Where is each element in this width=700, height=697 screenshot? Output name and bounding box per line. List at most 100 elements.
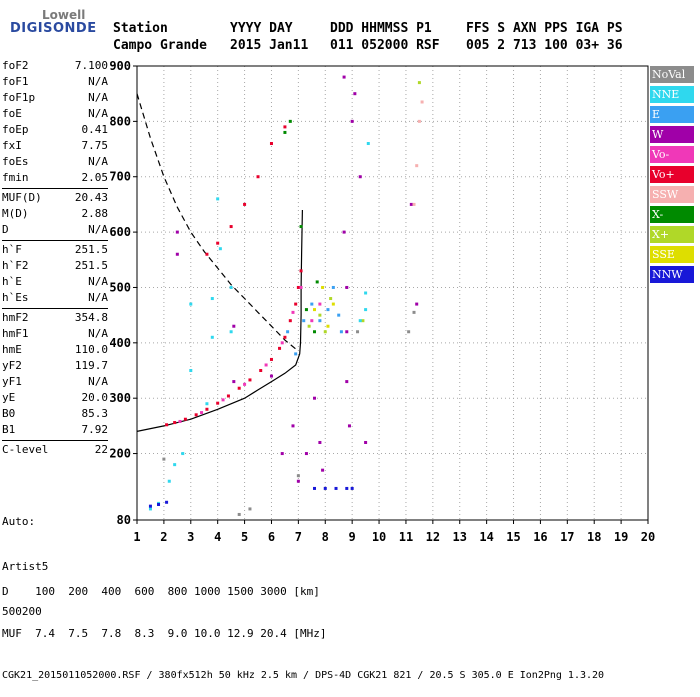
param-value: 0.41 bbox=[81, 123, 109, 136]
x-tick-label: 15 bbox=[506, 530, 520, 544]
echo-point-w bbox=[358, 175, 362, 179]
echo-point-x- bbox=[304, 308, 308, 312]
echo-point-x- bbox=[361, 319, 365, 323]
echo-point-w bbox=[269, 374, 273, 378]
y-tick-label: 80 bbox=[117, 513, 131, 527]
echo-point-sse bbox=[326, 324, 330, 328]
ionogram-plot: 1 2 3 4 5 6 7 8 9 10 11 12 13 14 15 16 17 18 19 20802003004… bbox=[109, 59, 655, 544]
echo-point-e bbox=[339, 330, 343, 334]
echo-point-nnw bbox=[165, 500, 169, 504]
param-key: foEs bbox=[2, 155, 29, 168]
echo-point-x- bbox=[323, 330, 327, 334]
param-value: 20.43 bbox=[74, 191, 108, 204]
param-key: foF1p bbox=[2, 91, 36, 104]
echo-point-vo- bbox=[243, 202, 247, 206]
param-row: yE 20.0 bbox=[2, 390, 108, 406]
header-station-value: Campo Grande bbox=[113, 38, 207, 53]
scaled-parameters-panel: foF2 7.100 foF1 N/A foF1p N/A foE N/A foEp 0.41 fx… bbox=[2, 58, 108, 458]
echo-point-nne bbox=[148, 507, 152, 511]
legend-item-ssw: SSW bbox=[650, 186, 694, 203]
echo-point-nnw bbox=[334, 486, 338, 490]
param-value: N/A bbox=[88, 223, 108, 236]
echo-point-nne bbox=[181, 452, 185, 456]
echo-point-e bbox=[310, 302, 314, 306]
param-value: N/A bbox=[88, 91, 108, 104]
header-time-value: 011 052000 RSF bbox=[330, 38, 440, 53]
param-key: yF2 bbox=[2, 359, 22, 372]
legend-item-nnw: NNW bbox=[650, 266, 694, 283]
legend-item-vo-: Vo- bbox=[650, 146, 694, 163]
echo-point-e bbox=[326, 308, 330, 312]
param-value: N/A bbox=[88, 327, 108, 340]
echo-point-nne bbox=[205, 402, 209, 406]
param-row: hmF1 N/A bbox=[2, 326, 108, 342]
echo-point-w bbox=[291, 424, 295, 428]
x-tick-label: 7 bbox=[295, 530, 302, 544]
x-tick-label: 16 bbox=[533, 530, 547, 544]
param-key: fxI bbox=[2, 139, 22, 152]
x-tick-label: 4 bbox=[214, 530, 221, 544]
echo-point-nne bbox=[173, 463, 177, 467]
echo-point-vo- bbox=[299, 269, 303, 273]
y-tick-label: 500 bbox=[109, 280, 131, 294]
param-value: 119.7 bbox=[74, 359, 108, 372]
muf-row: MUF 7.4 7.5 7.8 8.3 9.0 10.0 12.9 20.4 [… bbox=[2, 627, 327, 640]
param-key: h`F2 bbox=[2, 259, 29, 272]
echo-point-x- bbox=[307, 324, 311, 328]
echo-point-vo- bbox=[194, 413, 198, 417]
param-value: N/A bbox=[88, 75, 108, 88]
echo-point-vo- bbox=[269, 142, 273, 146]
param-key: hmE bbox=[2, 343, 22, 356]
param-row: foEs N/A bbox=[2, 154, 108, 170]
ionogram-dashed-curve bbox=[136, 93, 299, 352]
param-value: 85.3 bbox=[81, 407, 109, 420]
digisonde-logo: Lowell DIGISONDE bbox=[8, 8, 106, 38]
logo-lowell: Lowell bbox=[42, 8, 86, 22]
echo-point-x- bbox=[299, 225, 303, 229]
x-tick-label: 10 bbox=[372, 530, 386, 544]
echo-point-w bbox=[347, 424, 351, 428]
x-tick-label: 9 bbox=[349, 530, 356, 544]
echo-point-vo- bbox=[178, 419, 182, 423]
echo-point-nnw bbox=[323, 486, 327, 490]
echo-point-e bbox=[337, 313, 341, 317]
y-tick-label: 400 bbox=[109, 336, 131, 350]
x-tick-label: 12 bbox=[426, 530, 440, 544]
x-tick-label: 17 bbox=[560, 530, 574, 544]
header-date-label: YYYY DAY bbox=[230, 21, 293, 36]
legend-item-x-: X- bbox=[650, 206, 694, 223]
echo-point-vo- bbox=[200, 411, 204, 415]
echo-point-nnw bbox=[148, 504, 152, 508]
echo-point-nne bbox=[218, 247, 222, 251]
echo-point-nne bbox=[229, 285, 233, 289]
echo-point-nne bbox=[216, 197, 220, 201]
echo-point-w bbox=[342, 230, 346, 234]
echo-point-vo- bbox=[283, 335, 287, 339]
echo-point-w bbox=[345, 380, 349, 384]
param-key: hmF2 bbox=[2, 311, 29, 324]
echo-point-vo- bbox=[310, 319, 314, 323]
echo-point-noval bbox=[162, 457, 166, 461]
echo-point-vo- bbox=[205, 407, 209, 411]
param-separator bbox=[2, 308, 108, 309]
header-params-value: 005 2 713 100 03+ 36 bbox=[466, 38, 623, 53]
y-tick-label: 900 bbox=[109, 59, 131, 73]
param-key: foEp bbox=[2, 123, 29, 136]
param-key: D bbox=[2, 223, 9, 236]
echo-point-vo- bbox=[216, 241, 220, 245]
echo-point-x- bbox=[329, 297, 333, 301]
param-value: N/A bbox=[88, 107, 108, 120]
param-key: hmF1 bbox=[2, 327, 29, 340]
param-row: foF1p N/A bbox=[2, 90, 108, 106]
echo-point-w bbox=[232, 324, 236, 328]
param-row: foE N/A bbox=[2, 106, 108, 122]
header-date-value: 2015 Jan11 bbox=[230, 38, 309, 53]
y-tick-label: 600 bbox=[109, 225, 131, 239]
param-row: yF1 N/A bbox=[2, 374, 108, 390]
y-tick-label: 700 bbox=[109, 170, 131, 184]
echo-point-vo- bbox=[296, 285, 300, 289]
param-key: h`Es bbox=[2, 291, 29, 304]
echo-point-w bbox=[350, 119, 354, 123]
auto-label: Auto: bbox=[2, 515, 36, 528]
echo-point-vo- bbox=[165, 423, 169, 427]
